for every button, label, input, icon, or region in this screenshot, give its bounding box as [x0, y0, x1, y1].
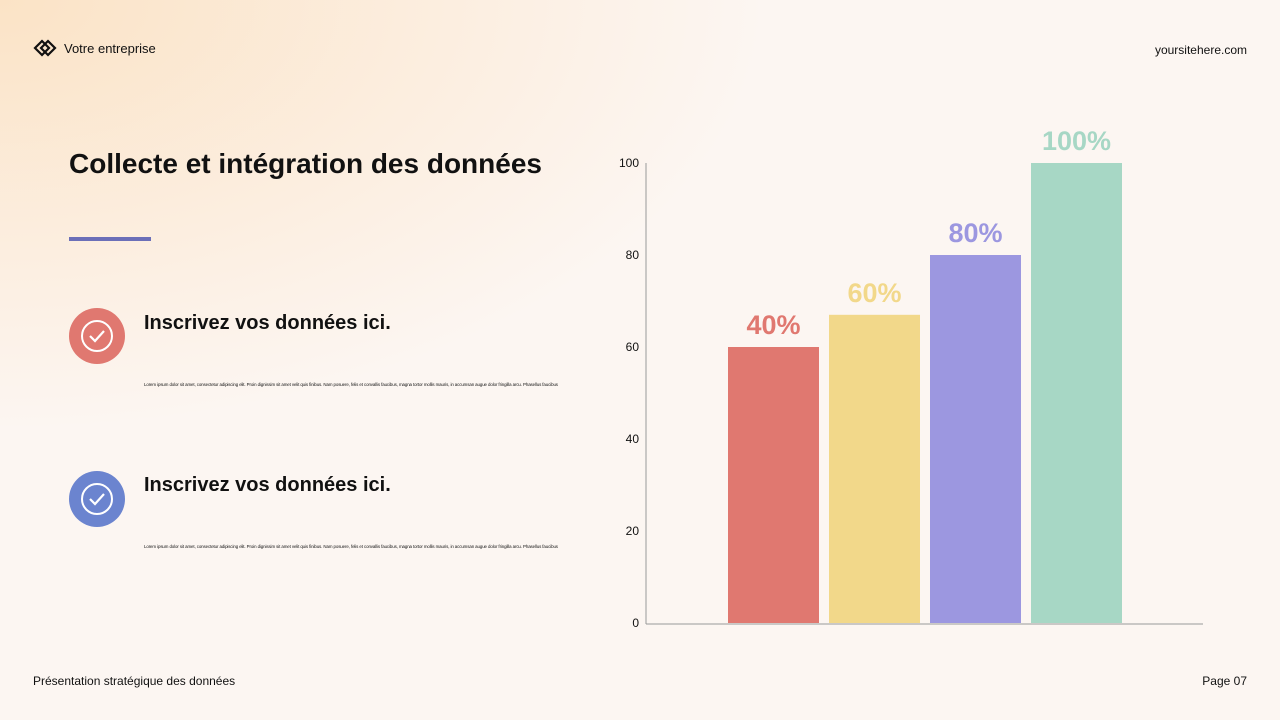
- y-tick-label: 40: [626, 432, 640, 446]
- item-heading: Inscrivez vos données ici.: [144, 474, 391, 496]
- item-heading: Inscrivez vos données ici.: [144, 312, 391, 334]
- page-number: Page 07: [1202, 674, 1247, 688]
- bar: [930, 255, 1021, 623]
- bar: [728, 347, 819, 623]
- y-tick-label: 20: [626, 524, 640, 538]
- bar-annotation: 80%: [948, 218, 1002, 248]
- item-text: Lorem ipsum dolor sit amet, consectetur …: [144, 544, 559, 549]
- bar-annotation: 40%: [746, 310, 800, 340]
- slide-title: Collecte et intégration des données: [69, 148, 542, 179]
- bar: [829, 314, 920, 623]
- footer-title: Présentation stratégique des données: [33, 674, 235, 688]
- y-tick-label: 60: [626, 340, 640, 354]
- bar-chart: 0 20 40 60 80 100 40% 60% 80% 100%: [619, 126, 1203, 630]
- y-tick-label: 80: [626, 248, 640, 262]
- logo: [33, 39, 57, 57]
- bar-annotation: 60%: [847, 278, 901, 308]
- bar: [1031, 163, 1122, 623]
- y-tick-label: 0: [632, 616, 639, 630]
- check-icon: [69, 308, 125, 364]
- item-text: Lorem ipsum dolor sit amet, consectetur …: [144, 382, 559, 387]
- check-icon: [69, 471, 125, 527]
- company-name: Votre entreprise: [64, 41, 156, 56]
- website: yoursitehere.com: [1155, 43, 1247, 57]
- title-underline: [69, 237, 151, 241]
- y-tick-label: 100: [619, 156, 639, 170]
- bar-annotation: 100%: [1042, 126, 1111, 156]
